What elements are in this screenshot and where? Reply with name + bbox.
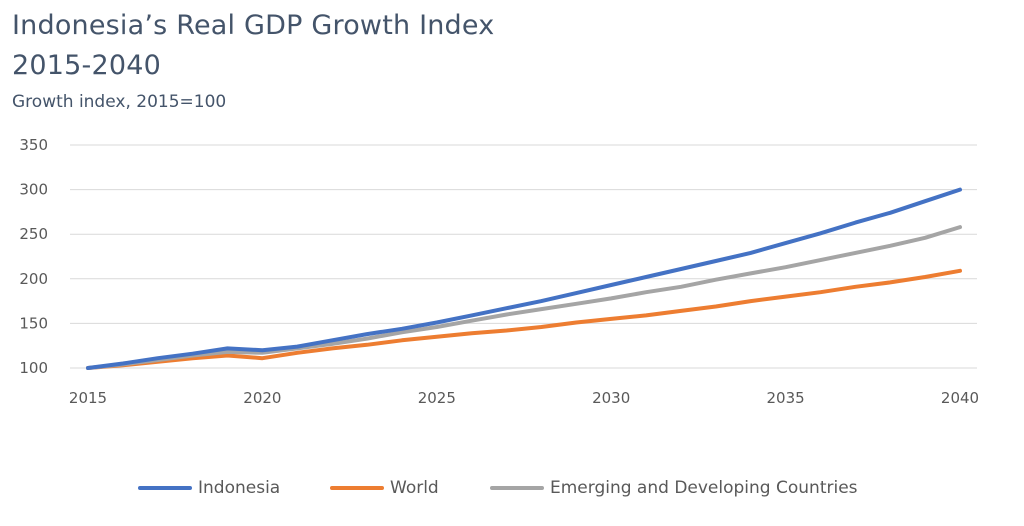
legend-label-indonesia: Indonesia [198,478,281,498]
chart-title-years: 2015-2040 [12,50,161,81]
series-line-indonesia [86,187,962,370]
y-axis-ticks: 100 150 200 250 300 350 [19,136,48,377]
y-tick-label: 200 [19,270,48,288]
legend-item-emerging-developing: Emerging and Developing Countries [490,474,858,502]
legend-swatch-world [330,486,384,490]
legend: Indonesia World Emerging and Developing … [0,474,1024,502]
series-line-world [86,268,962,370]
y-tick-label: 150 [19,314,48,332]
legend-swatch-indonesia [138,486,192,490]
legend-item-indonesia: Indonesia [138,474,280,502]
x-tick-label: 2015 [69,389,107,407]
legend-swatch-emerging-developing [490,486,544,490]
series-lines [86,187,962,370]
x-tick-label: 2020 [243,389,281,407]
x-tick-label: 2040 [941,389,979,407]
x-tick-label: 2035 [767,389,805,407]
y-tick-label: 300 [19,181,48,199]
chart-subtitle: Growth index, 2015=100 [12,92,227,112]
y-tick-label: 250 [19,225,48,243]
gridlines [70,144,977,369]
legend-label-emerging-developing: Emerging and Developing Countries [550,478,858,498]
x-axis-ticks: 2015 2020 2025 2030 2035 2040 [69,389,979,407]
y-tick-label: 100 [19,359,48,377]
x-tick-label: 2030 [592,389,630,407]
legend-item-world: World [330,474,439,502]
series-line-emerging-and-developing-countries [86,225,962,370]
x-tick-label: 2025 [418,389,456,407]
y-tick-label: 350 [19,136,48,154]
chart-title: Indonesia’s Real GDP Growth Index [12,10,495,41]
legend-label-world: World [390,478,439,498]
